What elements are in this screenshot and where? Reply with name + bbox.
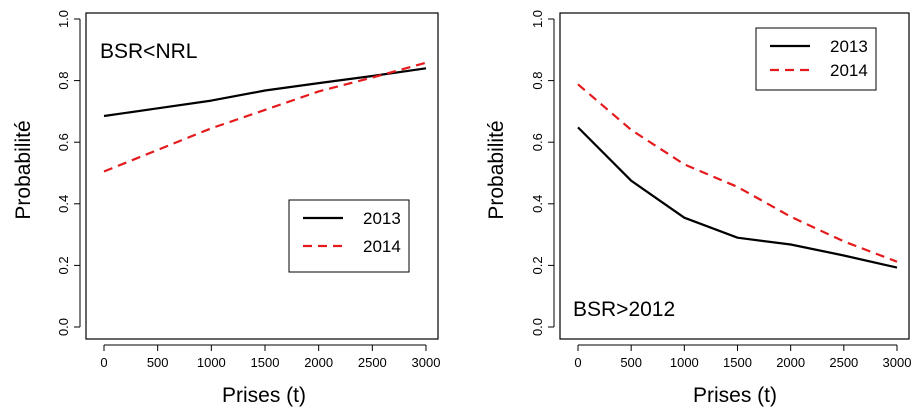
x-tick-label: 500 <box>147 355 169 370</box>
x-tick-label: 3000 <box>883 355 912 370</box>
x-tick-label: 0 <box>574 355 581 370</box>
x-tick-label: 1000 <box>670 355 699 370</box>
y-tick-label: 0.4 <box>530 195 545 213</box>
legend: 2013 2014 <box>755 27 877 91</box>
legend-box <box>755 27 877 91</box>
y-tick-label: 0.2 <box>56 256 71 274</box>
chart-panel-2: 0 500 1000 1500 2000 2500 3000 0.0 0.2 0.4 0.6 0.8 1… <box>485 10 911 407</box>
x-tick-label: 2500 <box>829 355 858 370</box>
legend-label: 2013 <box>363 209 401 228</box>
x-tick-label: 1500 <box>251 355 280 370</box>
plot-frame <box>85 12 439 340</box>
x-tick-label: 0 <box>100 355 107 370</box>
y-tick-label: 0.6 <box>56 133 71 151</box>
y-axis-title: Probabilité <box>12 120 35 219</box>
series-line-2014 <box>103 61 427 173</box>
panel-annotation: BSR<NRL <box>100 40 197 63</box>
x-tick-label: 1000 <box>197 355 226 370</box>
y-tick-label: 0.0 <box>56 318 71 336</box>
series-line-2013 <box>577 126 898 269</box>
y-tick-label: 0.2 <box>530 256 545 274</box>
x-axis-title: Prises (t) <box>222 384 306 407</box>
y-tick-label: 0.6 <box>530 133 545 151</box>
y-tick-label: 1.0 <box>56 10 71 28</box>
series-line-2013 <box>103 67 427 118</box>
legend-label: 2013 <box>830 37 868 56</box>
x-tick-label: 500 <box>620 355 642 370</box>
x-tick-label: 1500 <box>723 355 752 370</box>
x-tick-label: 2000 <box>304 355 333 370</box>
series-line-2014 <box>577 83 898 263</box>
y-tick-label: 0.8 <box>56 72 71 90</box>
legend: 2013 2014 <box>288 199 410 273</box>
legend-label: 2014 <box>363 237 401 256</box>
x-axis-title: Prises (t) <box>693 384 777 407</box>
x-tick-label: 2500 <box>358 355 387 370</box>
x-tick-label: 2000 <box>776 355 805 370</box>
y-axis-title: Probabilité <box>485 120 508 219</box>
y-tick-label: 0.0 <box>530 318 545 336</box>
x-tick-label: 3000 <box>412 355 441 370</box>
legend-box <box>288 199 410 273</box>
chart-panel-1: 0 500 1000 1500 2000 2500 3000 0.0 0.2 0.4 0.6 0.8 1… <box>12 10 440 407</box>
panel-annotation: BSR>2012 <box>573 298 675 321</box>
y-tick-label: 0.8 <box>530 72 545 90</box>
y-tick-label: 1.0 <box>530 10 545 28</box>
legend-label: 2014 <box>830 61 868 80</box>
plot-frame <box>559 12 910 340</box>
y-tick-label: 0.4 <box>56 195 71 213</box>
